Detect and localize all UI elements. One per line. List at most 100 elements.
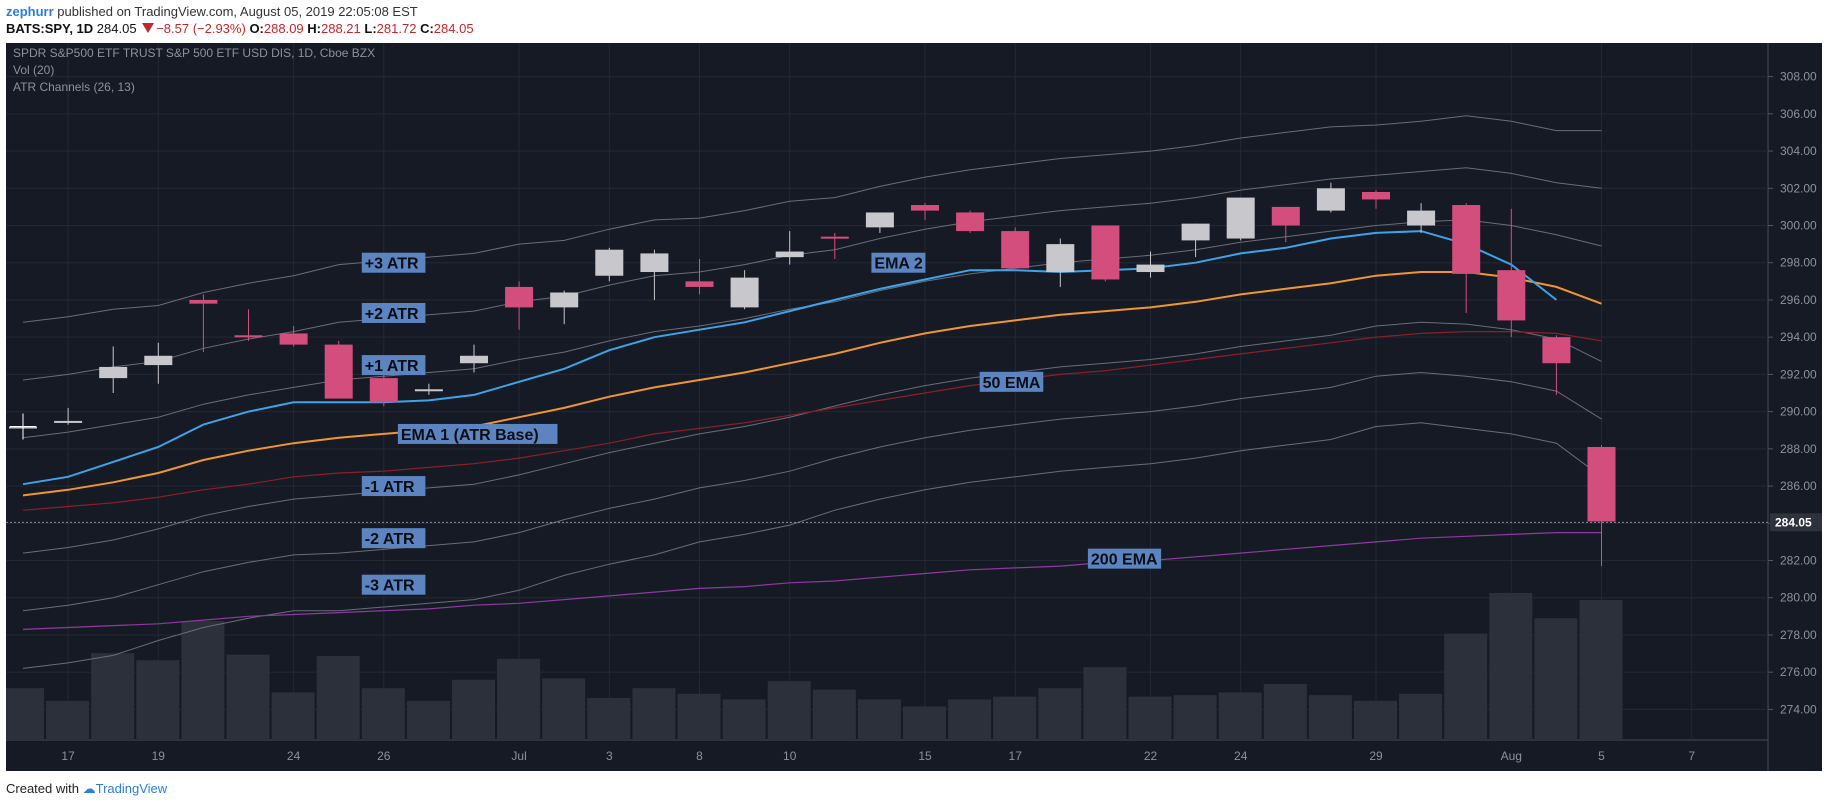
annotation-box — [871, 252, 926, 273]
volume-bar — [181, 621, 225, 740]
candle-body — [1001, 231, 1030, 269]
candle-body — [54, 420, 83, 423]
volume-bar — [1038, 688, 1082, 740]
annotation-label: EMA 1 (ATR Base) — [401, 427, 539, 444]
volume-bar — [1263, 684, 1307, 740]
volume-bar — [1354, 700, 1397, 740]
ohlc-legend: BATS:SPY, 1D 284.05 −8.57 (−2.93%) O:288… — [6, 21, 474, 36]
y-tick-label: 302.00 — [1780, 181, 1817, 195]
candle-body — [1046, 244, 1075, 273]
volume-bar — [452, 679, 495, 740]
y-tick-label: 296.00 — [1780, 293, 1817, 307]
volume-bar — [1399, 693, 1443, 740]
annotation-box — [361, 574, 426, 595]
x-tick-label: 22 — [1144, 749, 1158, 763]
x-tick-label: 10 — [783, 749, 797, 763]
author-link[interactable]: zephurr — [6, 4, 54, 19]
volume-bar — [677, 693, 721, 740]
volume-bar — [993, 696, 1037, 740]
candle-body — [369, 378, 398, 403]
volume-bar — [497, 658, 541, 740]
volume-bar — [812, 689, 856, 740]
volume-bar — [1444, 633, 1488, 740]
annotation-label: 200 EMA — [1091, 552, 1158, 569]
x-tick-label: Aug — [1501, 749, 1522, 763]
y-tick-label: 286.00 — [1780, 479, 1817, 493]
candle-body — [189, 299, 218, 304]
y-tick-label: 308.00 — [1780, 70, 1817, 84]
volume-bar — [316, 656, 360, 740]
volume-bar — [1218, 692, 1262, 740]
candle-body — [324, 344, 353, 399]
candle-body — [1407, 210, 1436, 226]
tradingview-link[interactable]: TradingView — [95, 781, 168, 796]
y-tick-label: 304.00 — [1780, 144, 1817, 158]
candle-body — [1497, 270, 1526, 321]
annotation-label: -2 ATR — [365, 531, 415, 548]
candle-body — [820, 236, 849, 239]
volume-bar — [632, 688, 676, 740]
candle-body — [1271, 206, 1300, 226]
x-tick-label: 29 — [1369, 749, 1383, 763]
annotation-box — [361, 252, 426, 273]
volume-bar — [136, 660, 180, 740]
close-value: 284.05 — [433, 21, 474, 36]
x-tick-label: 19 — [152, 749, 166, 763]
x-tick-label: 7 — [1688, 749, 1695, 763]
x-tick-label: 17 — [1009, 749, 1023, 763]
volume-bar — [361, 688, 405, 740]
last-price-label: 284.05 — [1775, 515, 1812, 529]
annotation-box — [361, 476, 426, 497]
annotation-box — [397, 423, 558, 444]
volume-bar — [91, 653, 135, 740]
volume-bar — [948, 699, 992, 740]
indicator-legend: ATR Channels (26, 13) — [13, 80, 135, 94]
volume-bar — [406, 700, 450, 740]
volume-bar — [903, 706, 946, 740]
annotation-label: -3 ATR — [365, 578, 415, 595]
candle-body — [865, 212, 894, 228]
candle-body — [775, 251, 804, 258]
volume-bar — [271, 692, 315, 740]
price-chart[interactable]: 308.00 306.00 304.00 302.00 300.00 298.00 296.… — [6, 43, 1822, 771]
close-label: C: — [420, 21, 434, 36]
candle-body — [1587, 446, 1616, 522]
candle-body — [279, 333, 308, 345]
candle-body — [99, 366, 128, 379]
x-tick-label: 5 — [1598, 749, 1605, 763]
created-with-text: Created with — [6, 781, 79, 796]
volume-bar — [226, 654, 270, 740]
low-value: 281.72 — [376, 21, 417, 36]
tradingview-logo-icon: ☁ — [82, 781, 96, 796]
ema50-line — [22, 331, 1602, 511]
volume-bar — [1579, 600, 1623, 740]
ema200-line — [22, 532, 1602, 630]
candle-body — [144, 355, 173, 366]
annotation-label: +1 ATR — [365, 358, 419, 375]
chart-title: SPDR S&P500 ETF TRUST S&P 500 ETF USD DI… — [13, 46, 375, 60]
y-tick-label: 298.00 — [1780, 256, 1817, 270]
x-tick-label: 8 — [696, 749, 703, 763]
annotation-label: 50 EMA — [983, 375, 1041, 392]
volume-bar — [1083, 667, 1127, 740]
down-arrow-icon — [142, 23, 155, 33]
y-tick-label: 278.00 — [1780, 628, 1817, 642]
volume-bar — [767, 681, 811, 740]
publish-info: zephurr published on TradingView.com, Au… — [6, 4, 418, 19]
x-tick-label: Jul — [511, 749, 526, 763]
volume-bar — [6, 688, 44, 740]
annotation-box — [1087, 548, 1162, 569]
candle-body — [234, 335, 263, 338]
symbol-label: BATS:SPY, 1D — [6, 21, 94, 36]
annotation-box — [979, 371, 1044, 392]
candle-body — [956, 212, 985, 232]
y-tick-label: 274.00 — [1780, 702, 1817, 716]
x-tick-label: 24 — [287, 749, 301, 763]
volume-bar — [1489, 593, 1533, 740]
annotation-box — [361, 355, 426, 376]
open-value: 288.09 — [263, 21, 304, 36]
x-tick-label: 15 — [918, 749, 932, 763]
y-tick-label: 294.00 — [1780, 330, 1817, 344]
annotation-label: +2 ATR — [365, 306, 419, 323]
candle-body — [640, 253, 669, 273]
